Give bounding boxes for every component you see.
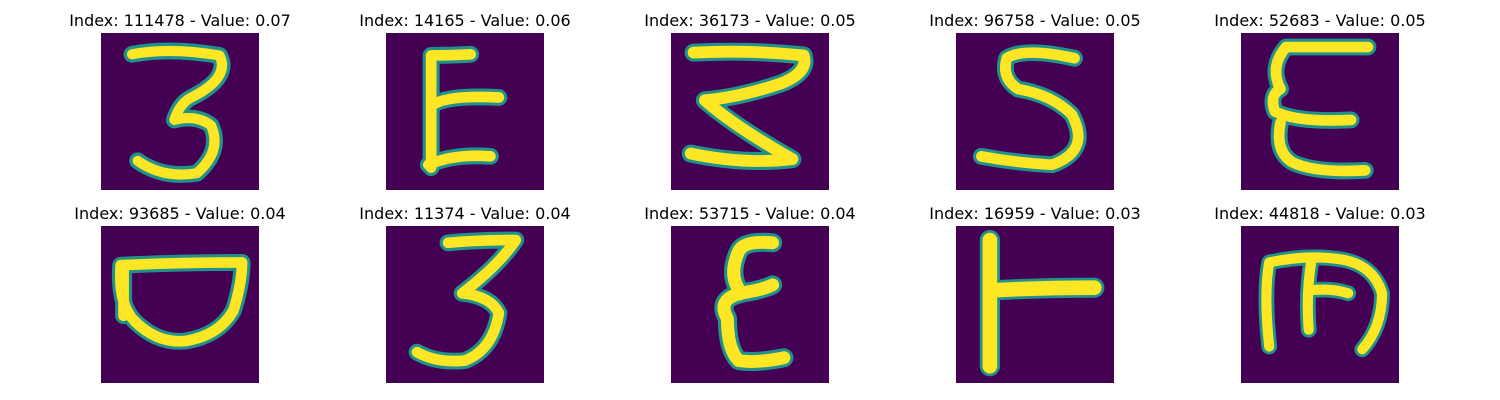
glyph-image bbox=[101, 33, 259, 190]
panel-2: Index: 14165 - Value: 0.06 bbox=[320, 11, 610, 201]
panel-4: Index: 96758 - Value: 0.05 bbox=[890, 11, 1180, 201]
panel-title: Index: 11374 - Value: 0.04 bbox=[359, 204, 571, 223]
glyph-image bbox=[956, 226, 1114, 383]
glyph-image bbox=[386, 33, 544, 190]
panel-10: Index: 44818 - Value: 0.03 bbox=[1175, 204, 1465, 394]
panel-title: Index: 93685 - Value: 0.04 bbox=[74, 204, 286, 223]
panel-title: Index: 53715 - Value: 0.04 bbox=[644, 204, 856, 223]
panel-title: Index: 111478 - Value: 0.07 bbox=[69, 11, 291, 30]
panel-title: Index: 52683 - Value: 0.05 bbox=[1214, 11, 1426, 30]
panel-5: Index: 52683 - Value: 0.05 bbox=[1175, 11, 1465, 201]
glyph-image bbox=[671, 33, 829, 190]
glyph-image bbox=[1241, 33, 1399, 190]
panel-title: Index: 36173 - Value: 0.05 bbox=[644, 11, 856, 30]
panel-title: Index: 44818 - Value: 0.03 bbox=[1214, 204, 1426, 223]
panel-8: Index: 53715 - Value: 0.04 bbox=[605, 204, 895, 394]
panel-title: Index: 96758 - Value: 0.05 bbox=[929, 11, 1141, 30]
glyph-image bbox=[956, 33, 1114, 190]
glyph-image bbox=[101, 226, 259, 383]
panel-1: Index: 111478 - Value: 0.07 bbox=[35, 11, 325, 201]
panel-3: Index: 36173 - Value: 0.05 bbox=[605, 11, 895, 201]
panel-9: Index: 16959 - Value: 0.03 bbox=[890, 204, 1180, 394]
panel-title: Index: 16959 - Value: 0.03 bbox=[929, 204, 1141, 223]
panel-title: Index: 14165 - Value: 0.06 bbox=[359, 11, 571, 30]
panel-6: Index: 93685 - Value: 0.04 bbox=[35, 204, 325, 394]
panel-7: Index: 11374 - Value: 0.04 bbox=[320, 204, 610, 394]
glyph-image bbox=[386, 226, 544, 383]
glyph-image bbox=[671, 226, 829, 383]
glyph-image bbox=[1241, 226, 1399, 383]
